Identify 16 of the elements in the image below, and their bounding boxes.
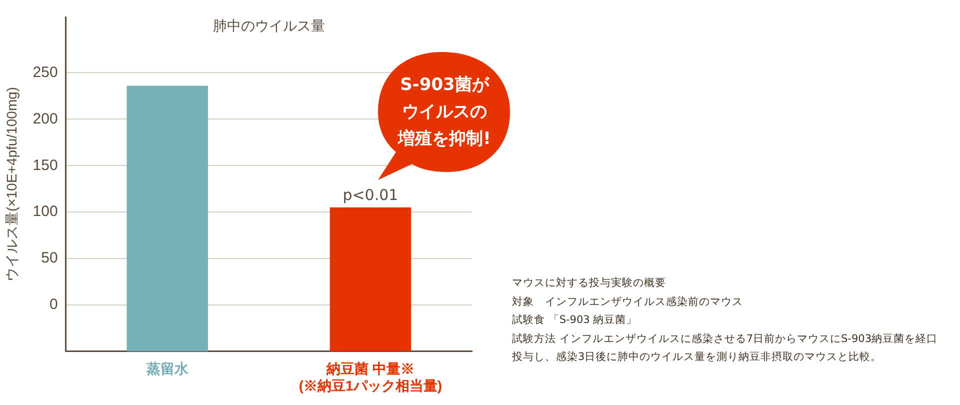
- annotation: S-903菌がウイルスの増殖を抑制!: [396, 74, 492, 151]
- text: 試験方法 インフルエンザウイルスに感染させる7日前からマウスにS-903納豆菌を経口投与し、感染3日後に肺中のウイルス量を測り納豆非摂取のマウスと比較。: [512, 332, 939, 365]
- chart-title: 肺中のウイルス量: [212, 18, 325, 35]
- y-tick-label: 200: [32, 110, 58, 128]
- annotation: p<0.01: [342, 186, 398, 204]
- y-tick-label: 150: [32, 156, 58, 174]
- y-tick-label: 0: [49, 296, 58, 314]
- y-axis-title: ウイルス量(×10E+4pfu/100mg): [3, 86, 20, 282]
- x-tick-label: 納豆菌 中量※ (※納豆1パック相当量): [298, 360, 442, 394]
- text: 試験食 「S-903 納豆菌」: [512, 313, 638, 328]
- y-tick-label: 250: [32, 64, 58, 81]
- y-tick-label: 50: [41, 250, 58, 267]
- y-tick-label: 100: [32, 203, 58, 220]
- text: 対象 インフルエンザウイルス感染前のマウス: [512, 294, 744, 310]
- text: マウスに対する投与実験の概要: [512, 276, 667, 291]
- x-tick-label: 蒸留水: [145, 360, 190, 377]
